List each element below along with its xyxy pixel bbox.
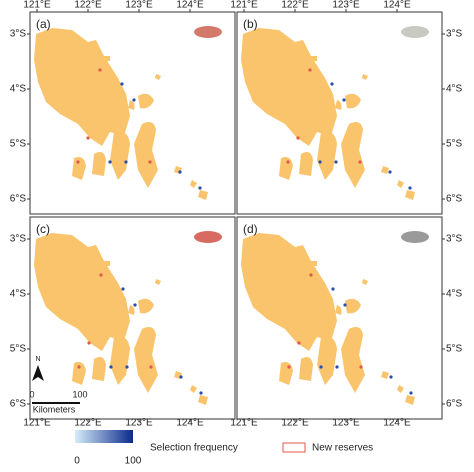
planning-unit <box>330 82 334 86</box>
lon-label: 122°E <box>74 0 102 11</box>
planning-unit <box>286 160 290 164</box>
lon-label: 124°E <box>383 418 411 429</box>
scale-end: 100 <box>72 389 87 399</box>
lon-label: 123°E <box>125 418 153 429</box>
planning-unit <box>388 170 392 174</box>
planning-unit <box>408 186 412 190</box>
planning-unit <box>309 273 313 277</box>
planning-unit <box>331 287 335 291</box>
lon-label: 124°E <box>176 0 204 11</box>
planning-unit <box>308 68 312 72</box>
panel-label: (b) <box>243 17 258 31</box>
lat-label: 3°S <box>446 234 463 245</box>
lat-label: 5°S <box>10 344 27 355</box>
planning-unit <box>124 160 128 164</box>
planning-unit <box>287 365 291 369</box>
planning-unit <box>199 391 203 395</box>
planning-unit <box>149 365 153 369</box>
lat-label: 3°S <box>10 234 27 245</box>
planning-unit <box>334 160 338 164</box>
planning-unit <box>98 68 102 72</box>
lat-label: 5°S <box>10 139 27 150</box>
lon-label: 121°E <box>230 0 258 11</box>
planning-unit <box>409 391 413 395</box>
reserve-swatch <box>282 442 306 453</box>
planning-unit <box>342 98 346 102</box>
lon-label: 121°E <box>230 418 258 429</box>
lat-label: 4°S <box>446 289 463 300</box>
fish-icon <box>194 26 222 38</box>
planning-unit <box>87 341 91 345</box>
colorbar-title: Selection frequency <box>150 443 238 454</box>
planning-unit <box>198 186 202 190</box>
fish-icon <box>401 231 429 243</box>
scale-start: 0 <box>29 389 34 399</box>
lon-label: 123°E <box>332 418 360 429</box>
planning-unit <box>76 160 80 164</box>
planning-unit <box>318 160 322 164</box>
planning-unit <box>319 365 323 369</box>
panel-label: (d) <box>243 222 258 236</box>
planning-unit <box>120 82 124 86</box>
fish-icon <box>401 26 429 38</box>
lat-label: 4°S <box>10 84 27 95</box>
colorbar-max: 100 <box>125 456 142 467</box>
reserves-label: New reserves <box>312 443 373 454</box>
lat-label: 4°S <box>446 84 463 95</box>
lat-label: 5°S <box>446 344 463 355</box>
lon-label: 121°E <box>23 0 51 11</box>
lon-label: 122°E <box>74 418 102 429</box>
lon-label: 122°E <box>281 418 309 429</box>
colorbar-min: 0 <box>74 456 80 467</box>
planning-unit <box>296 136 300 140</box>
panel-label: (c) <box>36 222 50 236</box>
lat-label: 5°S <box>446 139 463 150</box>
lat-label: 4°S <box>10 289 27 300</box>
planning-unit <box>109 365 113 369</box>
planning-unit <box>178 170 182 174</box>
lat-label: 6°S <box>10 194 27 205</box>
lat-label: 3°S <box>446 29 463 40</box>
planning-unit <box>359 365 363 369</box>
planning-unit <box>132 98 136 102</box>
planning-unit <box>179 375 183 379</box>
planning-unit <box>125 365 129 369</box>
lon-label: 124°E <box>383 0 411 11</box>
planning-unit <box>77 365 81 369</box>
planning-unit <box>335 365 339 369</box>
lat-label: 6°S <box>10 399 27 410</box>
planning-unit <box>343 303 347 307</box>
planning-unit <box>99 273 103 277</box>
fish-icon <box>194 231 222 243</box>
lon-label: 124°E <box>176 418 204 429</box>
colorbar <box>75 430 133 443</box>
planning-unit <box>148 160 152 164</box>
planning-unit <box>389 375 393 379</box>
scale-unit: Kilometers <box>33 404 76 414</box>
panel-label: (a) <box>36 17 51 31</box>
planning-unit <box>297 341 301 345</box>
lon-label: 122°E <box>281 0 309 11</box>
north-arrow <box>32 365 44 381</box>
lat-label: 6°S <box>446 194 463 205</box>
lon-label: 123°E <box>332 0 360 11</box>
planning-unit <box>358 160 362 164</box>
lat-label: 6°S <box>446 399 463 410</box>
planning-unit <box>133 303 137 307</box>
lon-label: 123°E <box>125 0 153 11</box>
planning-unit <box>108 160 112 164</box>
lon-label: 121°E <box>23 418 51 429</box>
north-label: N <box>35 356 40 363</box>
planning-unit <box>86 136 90 140</box>
planning-unit <box>121 287 125 291</box>
lat-label: 3°S <box>10 29 27 40</box>
